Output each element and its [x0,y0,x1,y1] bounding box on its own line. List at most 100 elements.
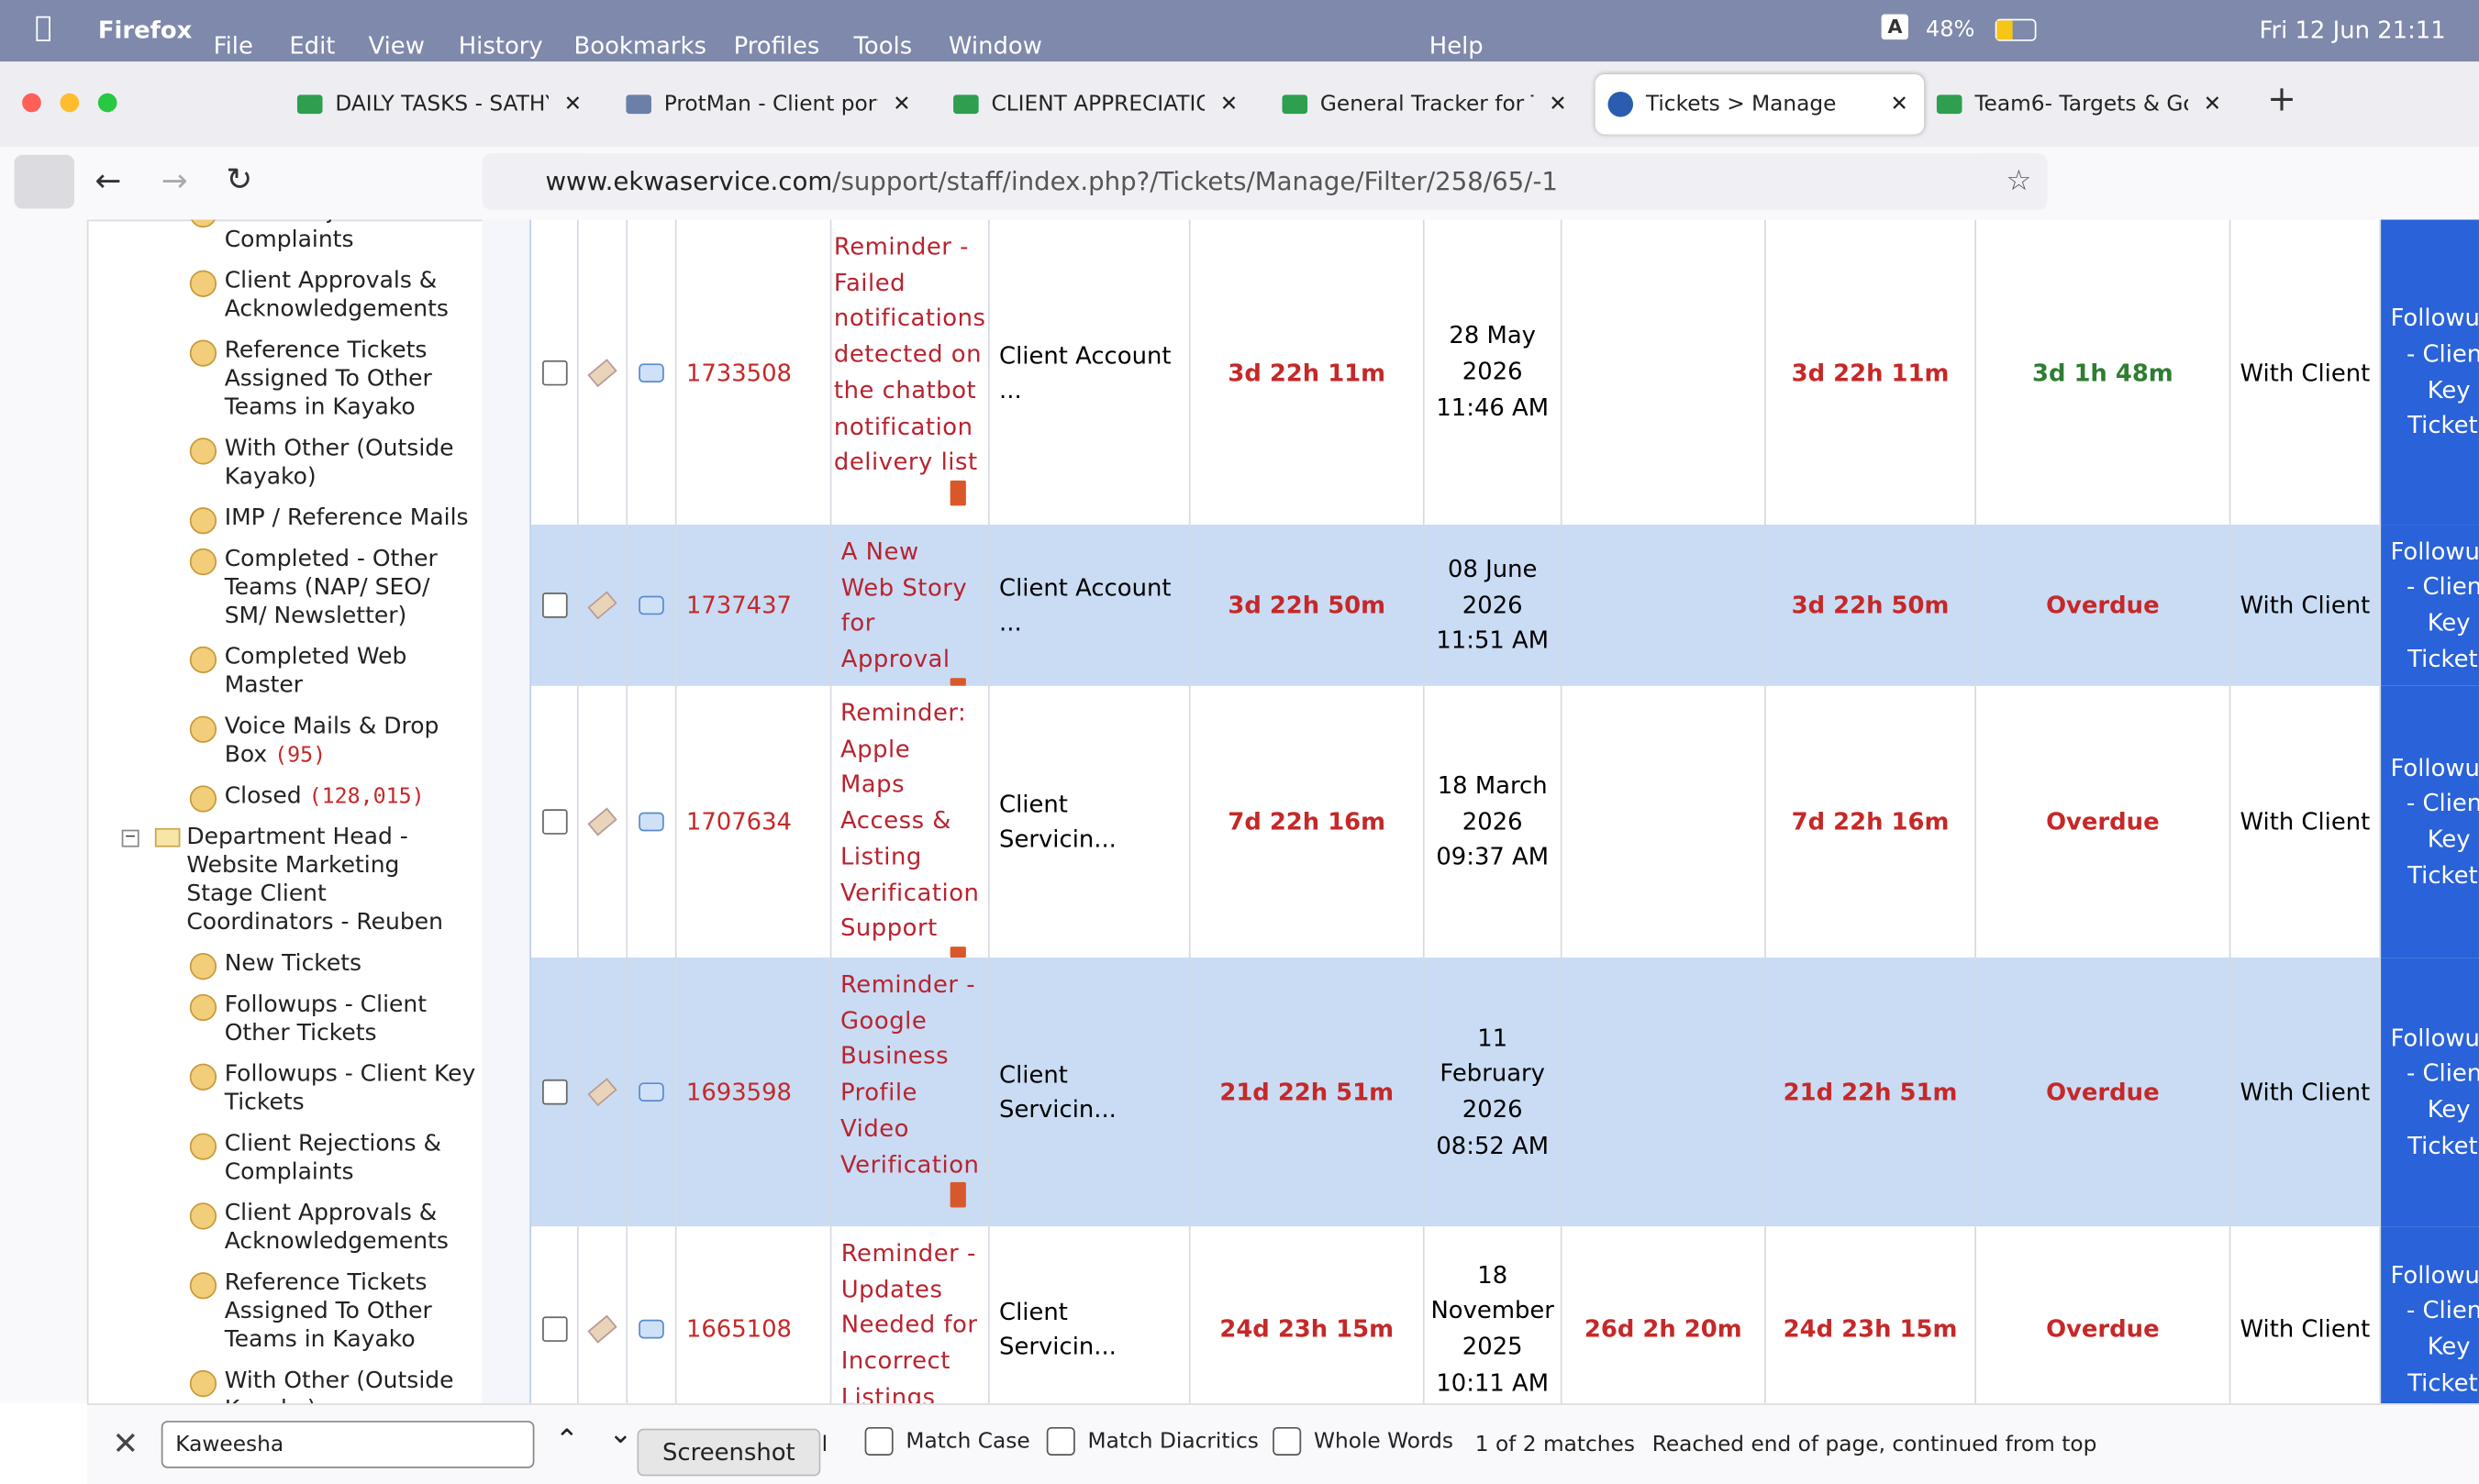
url-bar[interactable]: www.ekwaservice.com/support/staff/index.… [482,153,2048,211]
cell: 1665108 [677,1226,832,1404]
menu-item[interactable]: Tools [853,31,913,61]
tree-label: Reference Tickets Assigned To Other Team… [224,338,432,421]
close-find[interactable]: ✕ [112,1423,139,1462]
tree-item[interactable]: Client Approvals & Acknowledgements [87,1200,478,1257]
sidebar-toggle[interactable] [14,154,74,209]
tab[interactable]: Tickets > Manage ✕ [1595,73,1925,135]
find-option[interactable]: Match Case [864,1426,1030,1456]
tab-close[interactable]: ✕ [2203,91,2222,117]
cell: Followups - Client Key Tickets [2381,1226,2479,1404]
checkbox[interactable] [541,1079,567,1105]
checkbox[interactable] [541,360,567,385]
bookmark-star[interactable]: ☆ [2006,164,2032,198]
bookmark-icon [950,947,966,958]
tree-item[interactable]: Closed (128,015) [87,782,478,813]
tab-close[interactable]: ✕ [563,91,583,117]
tab-close[interactable]: ✕ [1549,91,1567,117]
ticket-subject[interactable]: Reminder - Google Business Profile Video… [839,969,980,1179]
tree-item[interactable]: Reference Tickets Assigned To Other Team… [87,1269,478,1355]
edit-icon[interactable] [587,358,617,387]
tree-folder[interactable]: − Department Head - Website Marketing Sta… [87,824,472,937]
edit-icon[interactable] [587,1314,617,1344]
cell [1562,219,1766,526]
menu-item[interactable]: Profiles [733,31,820,61]
ticket-id[interactable]: 1733508 [685,358,793,387]
find-option[interactable]: Match Diacritics [1046,1426,1259,1456]
ticket-row[interactable]: 1737437 A New Web Story for Approval Clien… [530,525,2479,688]
ticket-row[interactable]: 1665108 Reminder - Updates Needed for Inc… [530,1226,2479,1404]
find-prev[interactable]: ⌃ [554,1423,579,1457]
ticket-subject[interactable]: Reminder: Apple Maps Access & Listing Ve… [839,698,980,943]
ticket-row[interactable]: 1733508 Reminder - Failed notifications d… [530,219,2479,526]
reload-button[interactable]: ↻ [226,160,253,198]
forward-button[interactable]: → [161,161,188,200]
tree-item[interactable]: With Other (Outside Kayako) [87,435,478,492]
menu-item[interactable]: File [213,31,253,61]
tab[interactable]: CLIENT APPRECIATION ✕ [940,74,1253,134]
tree-item[interactable]: Completed Web Master [87,643,478,700]
find-next[interactable]: ⌄ [608,1417,633,1451]
folder-dot [189,1133,217,1160]
ticket-id[interactable]: 1693598 [685,1078,793,1107]
tree-item[interactable]: Reference Tickets Assigned To Other Team… [87,337,478,422]
edit-icon[interactable] [587,591,617,620]
edit-icon[interactable] [587,1078,617,1107]
tree-item[interactable]: Client Approvals & Acknowledgements [87,267,478,324]
folder-dot [189,219,217,228]
menu-item[interactable]: Window [948,31,1042,61]
menu-item[interactable]: Bookmarks [573,31,706,61]
apple-icon[interactable]:  [35,11,52,44]
tree-item[interactable]: IMP / Reference Mails [87,504,478,535]
ticket-subject[interactable]: A New Web Story for Approval [840,537,968,674]
checkbox[interactable] [541,809,567,835]
note-icon[interactable] [639,362,664,382]
tree-item[interactable]: Followups - Client Key Tickets [87,1060,478,1117]
tree-count: (128,015) [308,783,425,810]
find-option[interactable]: Whole Words [1273,1426,1454,1456]
tree-item[interactable]: Client Rejections & Complaints [87,219,478,255]
edit-icon[interactable] [587,807,617,836]
checkbox[interactable] [541,1316,567,1342]
ticket-id[interactable]: 1707634 [685,807,793,836]
input-icon[interactable]: A [1881,14,1909,40]
ticket-id[interactable]: 1737437 [685,591,793,620]
ticket-id[interactable]: 1665108 [685,1314,793,1344]
note-icon[interactable] [639,595,664,615]
tree-item[interactable]: With Other (Outside Kayako) [87,1367,478,1403]
note-icon[interactable] [639,1319,664,1339]
cell [579,219,628,526]
ticket-row[interactable]: 1693598 Reminder - Google Business Profil… [530,958,2479,1228]
tab[interactable]: General Tracker for Tea ✕ [1270,74,1583,134]
menu-item[interactable]: Edit [289,31,336,61]
tab-close[interactable]: ✕ [893,91,911,117]
tab[interactable]: DAILY TASKS - SATHYA ✕ [284,74,597,134]
option-label: Whole Words [1313,1428,1454,1455]
back-button[interactable]: ← [94,161,122,200]
tab-close[interactable]: ✕ [1219,91,1239,117]
response-time: 3d 22h 50m [1791,591,1950,620]
find-input[interactable]: Kaweesha [161,1421,535,1468]
tab[interactable]: ProtMan - Client portfo ✕ [614,74,927,134]
menu-item[interactable]: History [458,31,543,61]
ticket-row[interactable]: 1707634 Reminder: Apple Maps Access & Lis… [530,685,2479,959]
tree-item[interactable]: Followups - Client Other Tickets [87,991,478,1047]
tree-item[interactable]: Client Rejections & Complaints [87,1130,478,1187]
checkbox[interactable] [541,592,567,618]
tab[interactable]: Team6- Targets & Goal ✕ [1924,74,2237,134]
ticket-subject[interactable]: Reminder - Failed notifications detected… [833,232,986,477]
menu-item[interactable]: View [368,31,425,61]
tree-item[interactable]: Completed - Other Teams (NAP/ SEO/ SM/ N… [87,545,478,630]
tree-label: Client Approvals & Acknowledgements [224,1201,449,1256]
tree-item[interactable]: Voice Mails & Drop Box (95) [87,713,478,770]
clock[interactable]: Fri 12 Jun 21:11 [2259,16,2446,45]
cell: Overdue [1976,1226,2231,1404]
ticket-subject[interactable]: Reminder - Updates Needed for Incorrect … [840,1238,978,1404]
tree-count: (95) [274,742,327,769]
tree-item[interactable]: New Tickets [87,950,478,980]
note-icon[interactable] [639,1082,664,1102]
app-name[interactable]: Firefox [97,16,193,45]
new-tab[interactable]: + [2267,80,2296,120]
tab-close[interactable]: ✕ [1890,91,1908,117]
menu-item[interactable]: Help [1428,31,1484,61]
note-icon[interactable] [639,812,664,832]
